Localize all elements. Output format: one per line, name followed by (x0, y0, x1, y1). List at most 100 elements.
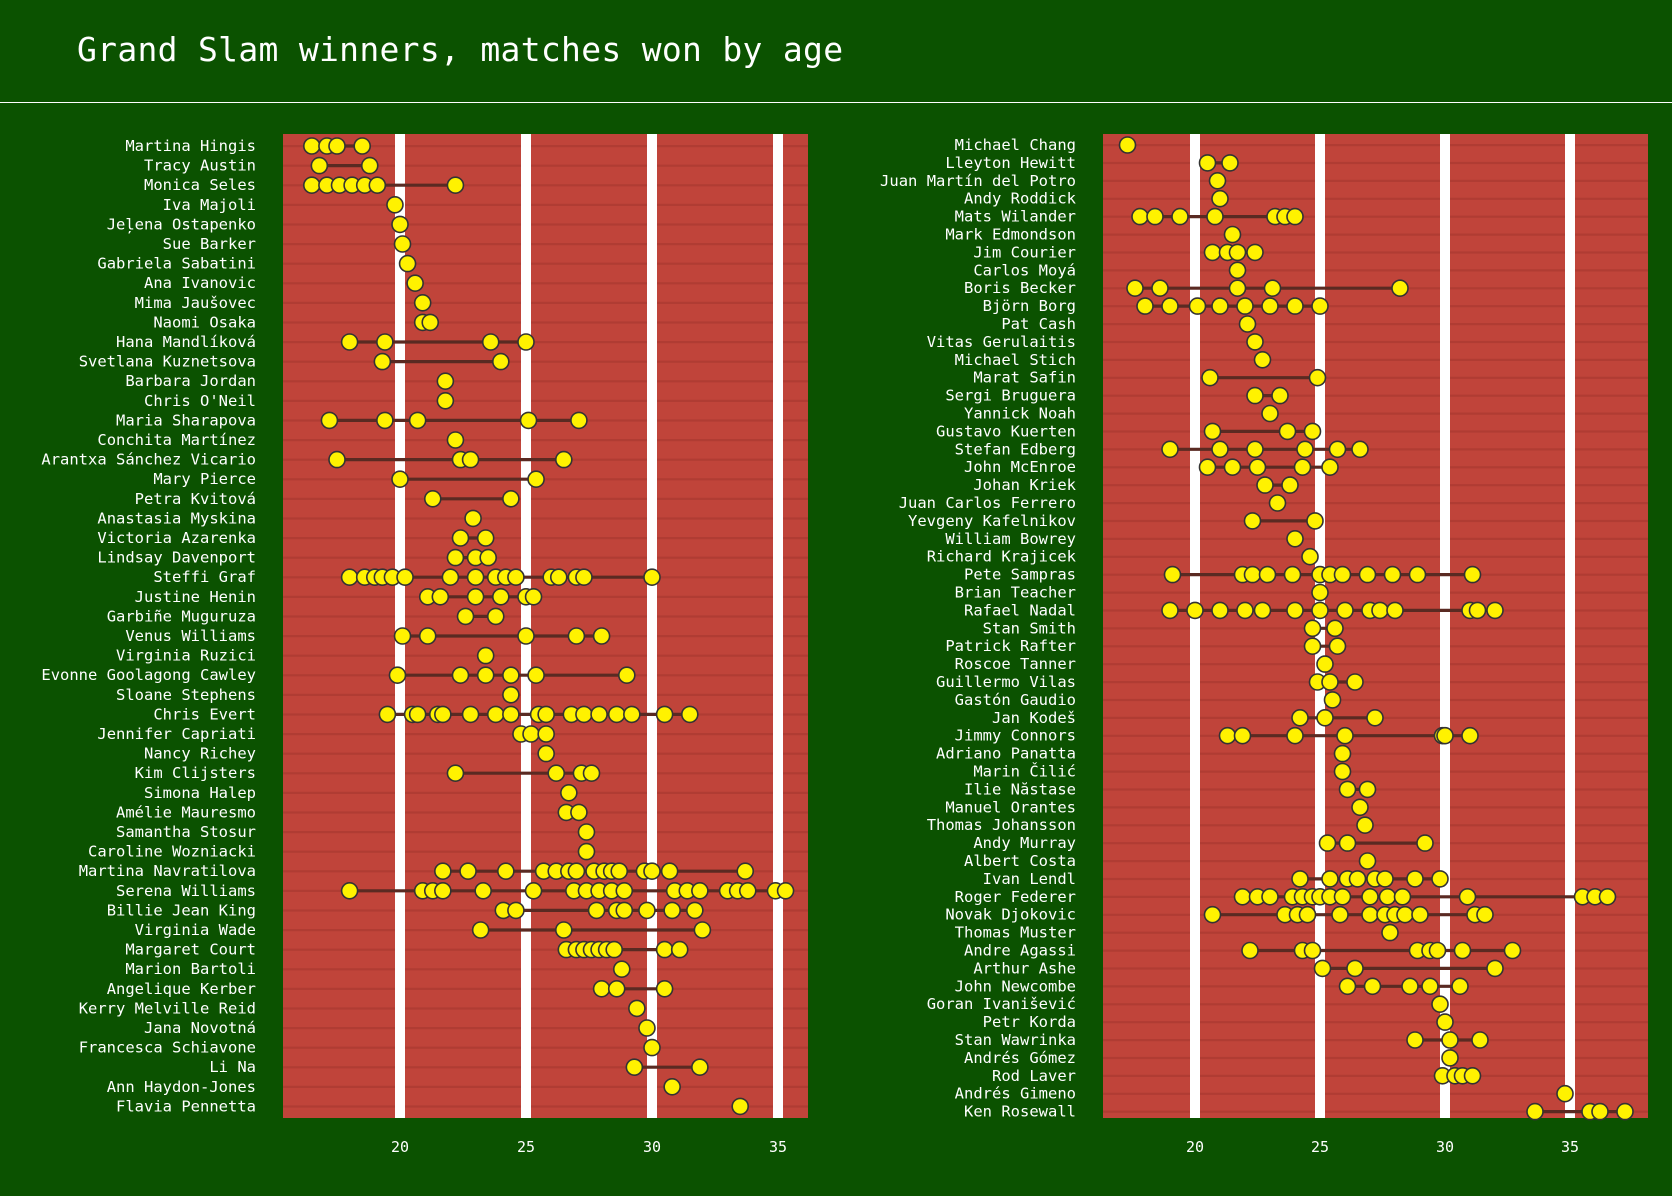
player-row: Evonne Goolagong Cawley (41, 666, 636, 684)
player-row: Pete Sampras (964, 565, 1482, 584)
player-row: Mary Pierce (153, 470, 545, 488)
win-dot (441, 568, 460, 587)
x-tick-label: 20 (391, 1138, 409, 1156)
win-dot (607, 979, 626, 998)
player-name-label: Rafael Nadal (964, 601, 1076, 619)
win-dot (1366, 708, 1384, 727)
win-dot (1236, 297, 1254, 315)
x-tick-label: 30 (1436, 1138, 1454, 1156)
win-dot (1471, 1031, 1489, 1049)
player-name-label: Stan Smith (983, 619, 1076, 637)
gridline-35 (773, 134, 783, 1118)
player-row: Chris O'Neil (144, 392, 455, 410)
player-name-label: Mima Jaušovec (135, 294, 256, 312)
row-stripe (1103, 806, 1648, 809)
player-row: Ilie Năstase (964, 780, 1377, 798)
win-dot (655, 705, 674, 724)
row-stripe (1103, 1074, 1648, 1077)
player-row: Martina Navratilova (79, 862, 755, 881)
win-dot (434, 705, 452, 724)
win-dot (663, 1078, 681, 1096)
player-name-label: Li Na (209, 1058, 256, 1076)
win-dot (628, 999, 646, 1018)
player-row: Venus Williams (125, 627, 611, 645)
win-dot (1383, 565, 1402, 584)
win-dot (1371, 601, 1389, 620)
win-dot (1468, 601, 1487, 620)
player-row: Andy Murray (973, 834, 1434, 852)
win-dot (615, 901, 634, 920)
win-dot (537, 744, 555, 763)
player-name-label: Thomas Muster (955, 924, 1076, 942)
row-stripe (1103, 179, 1648, 182)
win-dot (587, 901, 606, 920)
win-dot (1376, 870, 1394, 888)
win-dot (1236, 601, 1254, 620)
win-dot (1118, 136, 1137, 154)
row-stripe (1103, 340, 1648, 344)
player-row: Sue Barker (163, 235, 412, 253)
win-dot (434, 862, 452, 881)
row-stripe (1103, 1039, 1648, 1042)
win-dot (456, 607, 475, 626)
win-dot (1591, 1102, 1609, 1121)
player-row: Ana Ivanovic (144, 274, 424, 292)
gridline-20 (395, 134, 405, 1118)
row-stripe (283, 1085, 808, 1088)
row-stripe (1103, 466, 1648, 469)
player-name-label: Sloane Stephens (116, 686, 256, 704)
player-name-label: Ann Haydon-Jones (107, 1078, 256, 1096)
player-name-label: Sue Barker (163, 235, 256, 253)
win-dot (1286, 529, 1304, 548)
row-stripe (1103, 484, 1648, 487)
x-tick-label: 25 (517, 1138, 535, 1156)
x-tick-label: 35 (769, 1138, 787, 1156)
win-dot (502, 705, 520, 724)
win-dot (680, 705, 699, 724)
player-row: Thomas Muster (955, 923, 1399, 942)
player-row: Barbara Jordan (125, 372, 455, 390)
player-name-label: Margaret Court (125, 941, 256, 959)
player-name-label: Chris Evert (153, 705, 256, 723)
win-dot (1463, 565, 1482, 584)
win-dot (623, 705, 641, 724)
player-name-label: Tracy Austin (144, 157, 256, 175)
player-name-label: Roger Federer (955, 888, 1076, 906)
win-dot (1253, 350, 1272, 369)
win-dot (1246, 386, 1264, 405)
win-dot (567, 862, 586, 881)
row-stripe (283, 537, 808, 540)
player-name-label: Andrés Gimeno (955, 1085, 1076, 1103)
win-dot (560, 783, 578, 802)
player-row: Jim Courier (973, 243, 1264, 261)
win-dot (1386, 601, 1404, 620)
row-stripe (1103, 251, 1648, 254)
row-stripe (1103, 161, 1648, 165)
row-stripe (283, 321, 808, 324)
player-name-label: Conchita Martínez (97, 431, 256, 449)
win-dot (575, 568, 593, 587)
win-dot (1328, 637, 1347, 656)
player-row: Marin Čilić (973, 762, 1352, 781)
win-dot (1428, 941, 1447, 960)
win-dot (1361, 887, 1379, 906)
player-row: Steffi Graf (153, 568, 661, 587)
win-dot (1161, 297, 1179, 315)
win-dot (1333, 887, 1352, 906)
win-dot (1391, 279, 1409, 298)
win-dot (1316, 655, 1334, 673)
player-row: Pat Cash (1001, 315, 1257, 333)
player-name-label: Ken Rosewall (964, 1103, 1076, 1121)
win-dot (1381, 923, 1399, 942)
row-stripe (1103, 1110, 1648, 1113)
win-dot (1461, 726, 1479, 745)
win-dot (522, 725, 540, 743)
win-dot (1333, 762, 1352, 781)
win-dot (554, 921, 573, 939)
win-dot (1256, 476, 1274, 494)
player-row: Arantxa Sánchez Vicario (41, 451, 573, 469)
win-dot (643, 568, 661, 587)
player-name-label: Venus Williams (125, 627, 256, 645)
gridline-25 (521, 134, 531, 1118)
x-tick-label: 20 (1186, 1138, 1204, 1156)
